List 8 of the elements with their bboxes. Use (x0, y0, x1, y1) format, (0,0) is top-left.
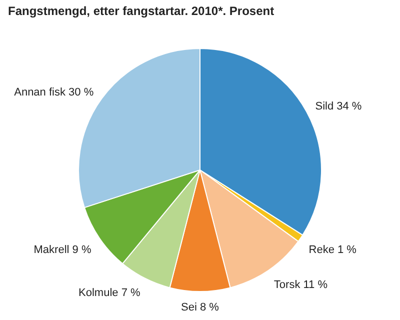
slice-label: Torsk 11 % (274, 278, 328, 291)
slice-label: Makrell 9 % (34, 244, 92, 256)
slice-label: Reke 1 % (308, 244, 357, 256)
slice-label: Annan fisk 30 % (14, 86, 94, 99)
slice-label: Kolmule 7 % (78, 287, 141, 300)
slice-label: Sei 8 % (181, 302, 220, 314)
slice-label: Sild 34 % (315, 100, 362, 113)
chart-title: Fangstmengd, etter fangstartar. 2010*. Prosent (8, 4, 274, 18)
